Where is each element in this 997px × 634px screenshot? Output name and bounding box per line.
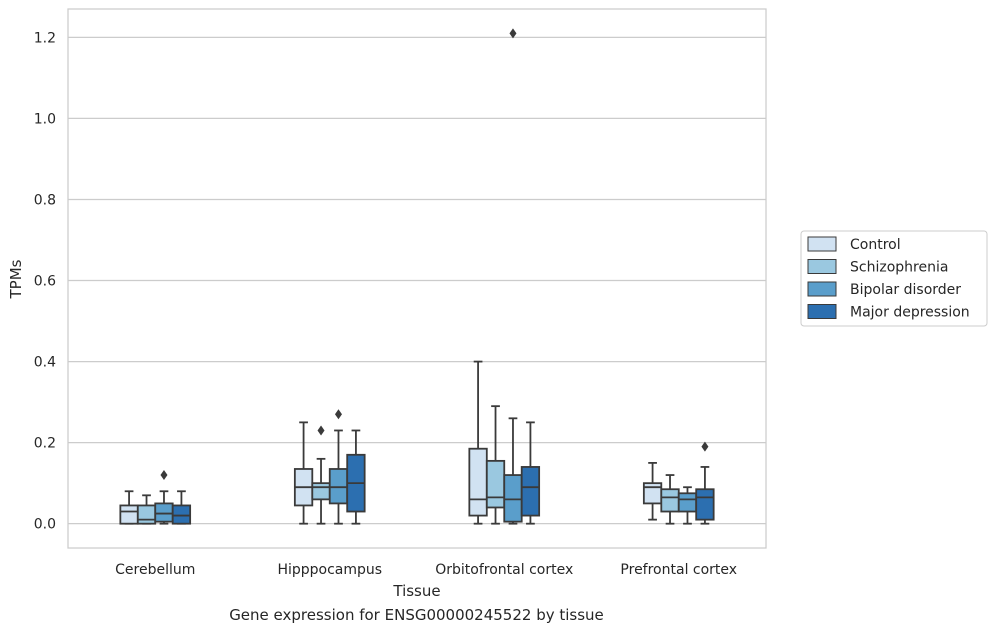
y-axis-label: TPMs	[7, 259, 25, 299]
box-group	[660, 474, 680, 525]
box-group	[154, 470, 174, 525]
box-iqr	[520, 466, 541, 517]
box-group	[468, 360, 488, 525]
legend-swatch	[807, 281, 837, 297]
legend-label: Control	[850, 237, 901, 253]
y-grid	[68, 36, 766, 525]
box-iqr	[136, 504, 157, 525]
x-tick-label: Hipppocampus	[277, 562, 382, 578]
y-tick-label: 1.0	[34, 111, 56, 127]
y-axis-ticks: 0.0 0.2 0.4 0.6 0.8 1.0 1.2	[34, 30, 56, 532]
outlier-point	[334, 409, 342, 420]
box-iqr	[642, 482, 663, 505]
chart-caption: Gene expression for ENSG00000245522 by t…	[229, 606, 604, 624]
box-group	[136, 494, 157, 525]
outlier-point	[317, 425, 325, 436]
box-iqr	[695, 488, 715, 521]
y-tick-label: 0.8	[34, 192, 56, 208]
box-group	[346, 429, 366, 525]
box-group	[119, 490, 139, 525]
box-iqr	[503, 474, 523, 523]
x-tick-label: Orbitofrontal cortex	[435, 562, 573, 578]
box-iqr	[311, 482, 331, 501]
legend-label: Schizophrenia	[850, 260, 948, 276]
box-iqr	[154, 502, 174, 523]
box-iqr	[119, 504, 139, 525]
box-group	[171, 490, 192, 525]
y-tick-label: 0.2	[34, 436, 56, 452]
y-tick-label: 0.6	[34, 274, 56, 290]
box-group	[311, 425, 331, 525]
box-iqr	[328, 468, 349, 505]
box-group	[677, 486, 698, 525]
box-iqr	[660, 488, 680, 513]
y-tick-label: 0.4	[34, 355, 56, 371]
plot-frame	[67, 8, 767, 549]
legend-swatch	[807, 236, 837, 252]
x-axis-label: Tissue	[392, 582, 440, 600]
legend-swatch	[807, 304, 837, 319]
x-tick-label: Prefrontal cortex	[620, 562, 737, 578]
y-tick-label: 0.0	[34, 517, 56, 533]
box-iqr	[485, 459, 506, 509]
outlier-point	[509, 28, 517, 39]
box-group	[642, 461, 663, 521]
legend-frame	[800, 230, 988, 327]
x-tick-label: Cerebellum	[115, 562, 195, 578]
y-tick-label: 1.2	[34, 30, 56, 46]
box-group	[293, 421, 314, 525]
x-axis-ticks: Cerebellum Hipppocampus Orbitofrontal cort…	[115, 562, 737, 578]
box-group	[503, 28, 523, 525]
box-plot-marks	[119, 28, 715, 525]
box-iqr	[171, 504, 192, 525]
box-group	[328, 409, 349, 525]
box-iqr	[677, 492, 698, 513]
outlier-point	[701, 441, 709, 452]
box-group	[485, 405, 506, 525]
outlier-point	[160, 470, 168, 481]
box-group	[520, 421, 541, 525]
box-group	[695, 441, 715, 525]
legend: Control Schizophrenia Bipolar disorder Majo…	[800, 230, 988, 327]
box-iqr	[468, 447, 488, 517]
legend-label: Bipolar disorder	[850, 282, 961, 298]
legend-label: Major depression	[850, 305, 970, 321]
legend-swatch	[807, 259, 837, 274]
